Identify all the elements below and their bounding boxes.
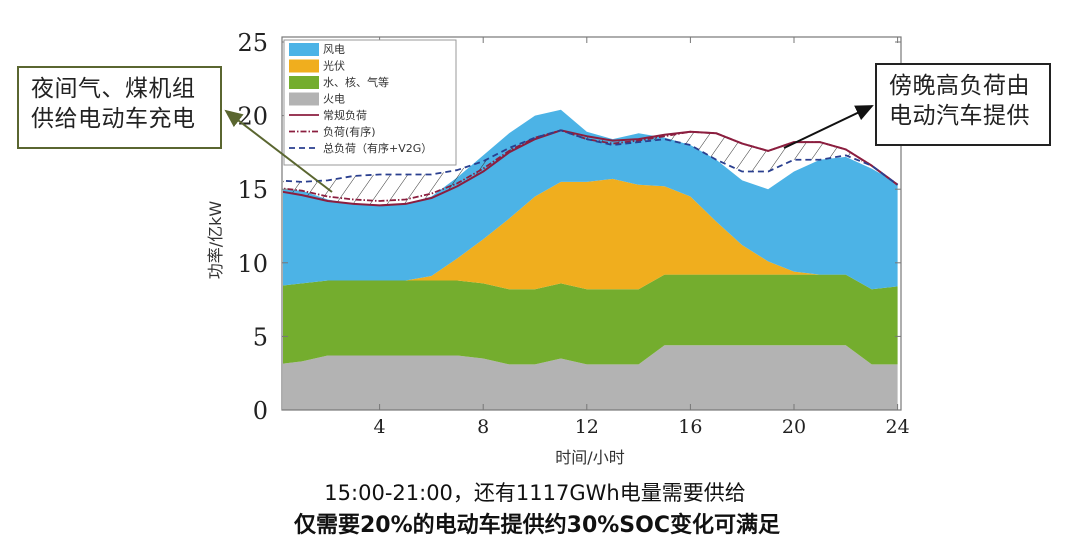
plot-area — [283, 109, 899, 410]
y-tick-label: 10 — [237, 250, 268, 278]
axis-tick-labels: 4 8 12 16 20 24 0 5 10 15 20 25 — [237, 29, 909, 438]
hatched-regions — [283, 130, 898, 206]
left-annotation-arrow — [224, 109, 333, 193]
annotation-line: 傍晚高负荷由 — [889, 73, 1030, 99]
night-charging-annotation: 夜间气、煤机组 供给电动车充电 — [17, 66, 222, 149]
x-tick-label: 20 — [782, 416, 806, 438]
load_total-line — [283, 129, 899, 186]
x-axis-title: 时间/小时 — [555, 448, 624, 467]
annotation-line: 电动汽车提供 — [889, 103, 1030, 129]
caption-energy-gap: 15:00-21:00，还有1117GWh电量需要供给 — [324, 481, 746, 505]
legend-label: 火电 — [323, 93, 345, 106]
right-annotation-arrow — [783, 105, 874, 149]
load-lines — [283, 129, 899, 207]
legend-label: 光伏 — [323, 59, 345, 73]
y-tick-label: 25 — [237, 29, 268, 57]
legend-label: 负荷(有序) — [323, 125, 376, 139]
plot-frame — [281, 36, 902, 411]
wind-area — [283, 109, 898, 290]
wind-legend-swatch — [289, 43, 319, 56]
stacked-areas — [283, 109, 898, 410]
legend-label: 总负荷（有序+V2G） — [323, 141, 432, 155]
evening-peak-annotation: 傍晚高负荷由 电动汽车提供 — [875, 63, 1051, 146]
legend-label: 风电 — [323, 43, 345, 56]
x-tick-label: 12 — [575, 416, 599, 438]
hatch-pattern — [283, 130, 898, 206]
caption-ev-requirement: 仅需要20%的电动车提供约30%SOC变化可满足 — [293, 513, 780, 538]
y-axis-title: 功率/亿kW — [206, 201, 225, 280]
solar-area — [283, 178, 898, 290]
x-tick-label: 16 — [678, 416, 702, 438]
hydro-area — [283, 274, 898, 365]
x-tick-label: 24 — [886, 416, 910, 438]
thermal-legend-swatch — [289, 92, 319, 106]
legend-label: 水、核、气等 — [323, 75, 389, 89]
y-tick-label: 15 — [237, 176, 268, 204]
hydro-legend-swatch — [289, 76, 319, 89]
annotation-line: 供给电动车充电 — [31, 106, 196, 132]
solar-legend-swatch — [289, 59, 319, 73]
thermal-area — [283, 345, 898, 410]
x-tick-label: 4 — [374, 416, 386, 438]
annotation-line: 夜间气、煤机组 — [31, 76, 196, 102]
legend-label: 常规负荷 — [323, 108, 367, 122]
y-tick-label: 20 — [237, 103, 268, 131]
load_ordered-line — [283, 129, 899, 202]
y-tick-label: 5 — [253, 323, 268, 351]
x-tick-label: 8 — [477, 416, 489, 438]
y-tick-label: 0 — [253, 397, 268, 425]
